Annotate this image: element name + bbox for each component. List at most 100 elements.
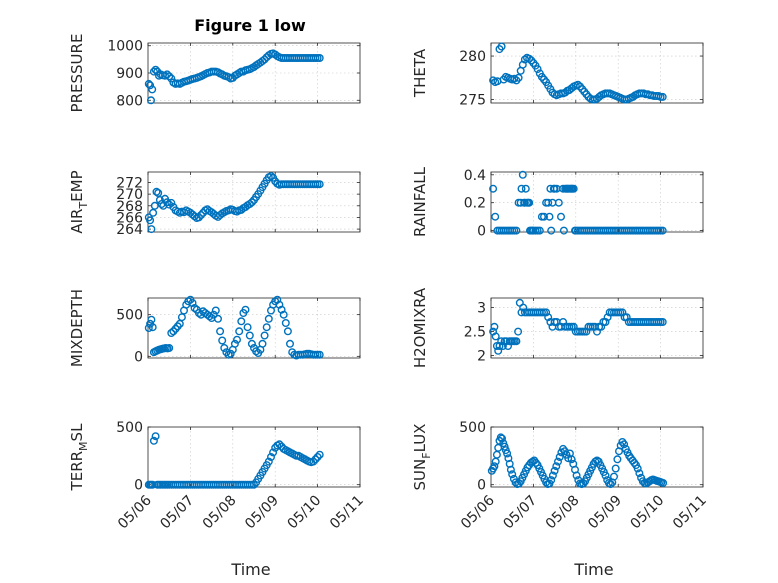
x-tick-label: 05/10 bbox=[285, 493, 325, 533]
y-tick-label: 266 bbox=[116, 210, 143, 226]
data-point bbox=[601, 471, 610, 480]
data-series bbox=[144, 432, 324, 489]
data-series bbox=[489, 298, 667, 355]
data-point bbox=[252, 347, 261, 356]
data-point bbox=[622, 313, 631, 322]
data-point bbox=[245, 199, 254, 208]
y-axis-label: PRESSURE bbox=[68, 34, 86, 113]
data-point bbox=[258, 339, 267, 348]
y-tick-label: 500 bbox=[116, 308, 143, 324]
y-tick-label: 800 bbox=[116, 93, 143, 109]
y-tick-label: 3 bbox=[477, 301, 486, 317]
y-tick-label: 0 bbox=[134, 349, 143, 365]
data-point bbox=[283, 327, 292, 336]
data-point bbox=[144, 79, 153, 88]
data-point bbox=[533, 65, 542, 74]
subplot-2: 275 280 THETA bbox=[411, 42, 704, 109]
data-point bbox=[216, 327, 225, 336]
subplot-6: 2 2.5 3 H2OMIXRA bbox=[411, 287, 704, 368]
data-point bbox=[235, 327, 244, 336]
data-point bbox=[517, 184, 526, 193]
data-point bbox=[521, 184, 530, 193]
data-series bbox=[489, 42, 667, 104]
data-point bbox=[149, 436, 158, 445]
data-point bbox=[559, 226, 568, 235]
data-point bbox=[519, 303, 528, 312]
x-tick-label: 05/06 bbox=[458, 492, 498, 532]
data-point bbox=[315, 450, 324, 459]
data-point bbox=[277, 305, 286, 314]
data-series bbox=[144, 295, 324, 360]
data-point bbox=[503, 449, 512, 458]
data-point bbox=[264, 314, 273, 323]
y-tick-label: 900 bbox=[116, 66, 143, 82]
data-point bbox=[315, 54, 324, 63]
data-point bbox=[230, 339, 239, 348]
data-point bbox=[286, 339, 295, 348]
data-point bbox=[194, 213, 203, 222]
data-point bbox=[544, 198, 553, 207]
data-point bbox=[146, 81, 155, 90]
y-tick-label: 2 bbox=[477, 349, 486, 365]
x-tick-label: 05/11 bbox=[327, 493, 367, 533]
data-point bbox=[498, 434, 507, 443]
data-point bbox=[489, 184, 498, 193]
data-point bbox=[163, 70, 172, 79]
subplot-1: 800 900 1000 PRESSURE bbox=[68, 34, 361, 113]
y-axis-label: MIXDEPTH bbox=[68, 289, 86, 367]
data-series bbox=[144, 172, 324, 234]
y-axis-label: AIRTEMP bbox=[68, 170, 90, 233]
y-axis-label: THETA bbox=[411, 48, 429, 98]
data-point bbox=[237, 317, 246, 326]
data-point bbox=[633, 464, 642, 473]
data-series bbox=[144, 49, 324, 105]
x-tick-label: 05/09 bbox=[585, 493, 625, 533]
x-tick-label: 05/08 bbox=[543, 493, 583, 533]
data-point bbox=[146, 96, 155, 105]
data-point bbox=[281, 319, 290, 328]
data-point bbox=[273, 295, 282, 304]
subplot-5: 0 500 MIXDEPTH bbox=[68, 289, 361, 367]
data-point bbox=[572, 471, 581, 480]
data-point bbox=[165, 344, 174, 353]
data-point bbox=[542, 308, 551, 317]
data-point bbox=[489, 76, 498, 85]
data-point bbox=[547, 476, 556, 485]
y-tick-label: 280 bbox=[459, 49, 486, 65]
x-tick-label: 05/08 bbox=[200, 493, 240, 533]
data-point bbox=[512, 226, 521, 235]
data-point bbox=[260, 331, 269, 340]
data-point bbox=[218, 336, 227, 345]
y-tick-label: 0 bbox=[477, 224, 486, 240]
data-point bbox=[220, 344, 229, 353]
data-point bbox=[659, 479, 668, 488]
x-tick-label: 05/11 bbox=[670, 493, 710, 533]
data-point bbox=[165, 72, 174, 81]
y-axis-label: SUNFLUX bbox=[411, 424, 433, 491]
y-tick-label: 270 bbox=[116, 187, 143, 203]
data-point bbox=[247, 198, 256, 207]
data-point bbox=[545, 212, 554, 221]
data-series bbox=[487, 433, 668, 489]
data-point bbox=[511, 478, 520, 487]
data-point bbox=[196, 211, 205, 220]
figure-title: Figure 1 low bbox=[194, 16, 306, 35]
data-point bbox=[154, 188, 163, 197]
data-point bbox=[313, 453, 322, 462]
data-point bbox=[260, 55, 269, 64]
data-point bbox=[151, 65, 160, 74]
data-point bbox=[517, 308, 526, 317]
data-point bbox=[275, 440, 284, 449]
data-point bbox=[525, 198, 534, 207]
data-point bbox=[510, 74, 519, 83]
plot-area bbox=[490, 42, 704, 104]
data-point bbox=[184, 297, 193, 306]
data-point bbox=[635, 469, 644, 478]
subplot-4: 0 0.2 0.4 RAINFALL bbox=[411, 166, 704, 240]
data-point bbox=[497, 42, 506, 51]
data-point bbox=[514, 73, 523, 82]
data-point bbox=[658, 226, 667, 235]
data-point bbox=[213, 314, 222, 323]
